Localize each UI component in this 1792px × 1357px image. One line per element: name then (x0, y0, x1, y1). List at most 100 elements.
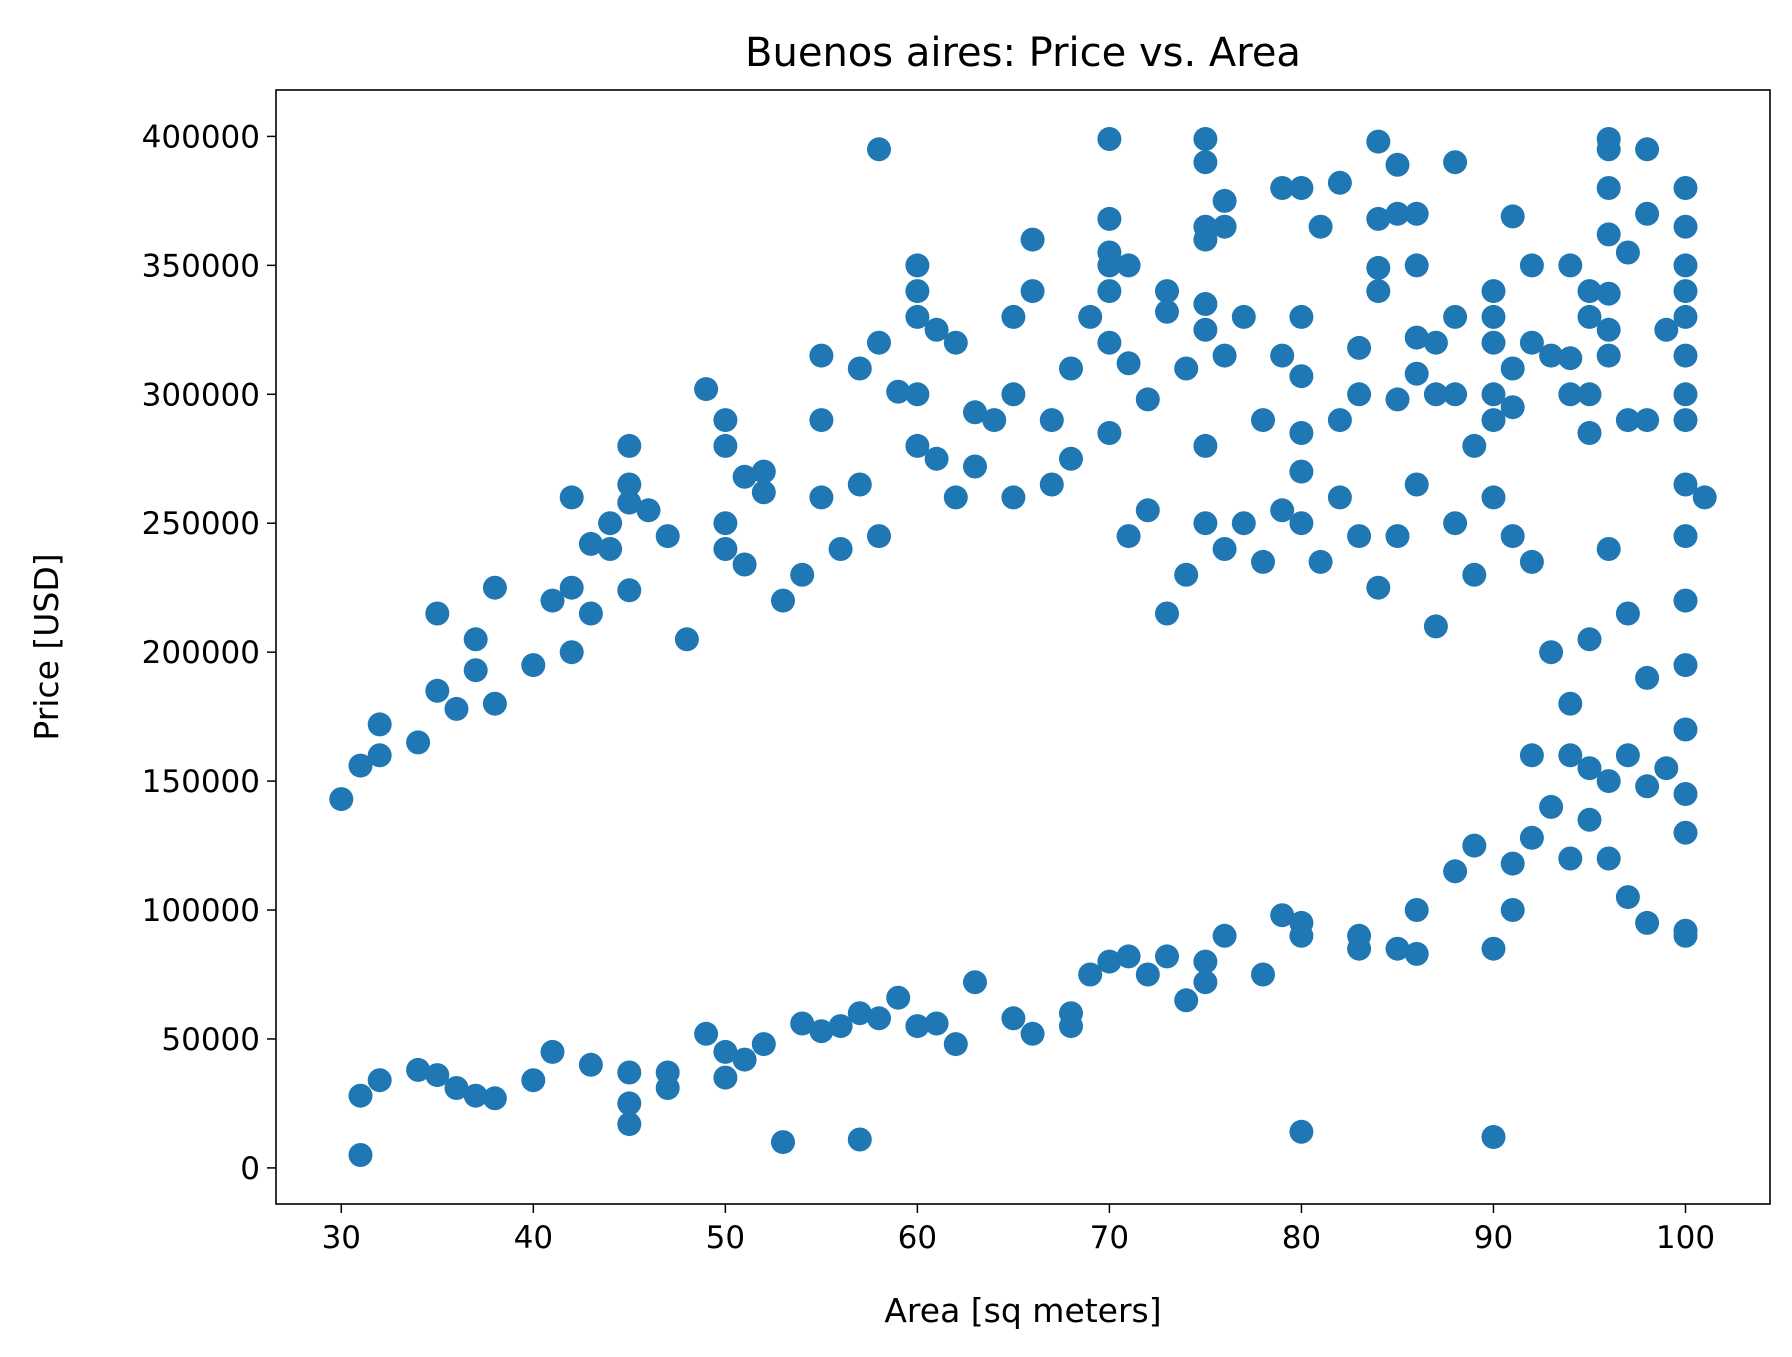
data-point (1539, 640, 1564, 665)
data-point (1135, 498, 1160, 523)
data-point (1577, 756, 1602, 781)
data-point (1251, 549, 1275, 574)
data-point (1481, 485, 1506, 510)
data-point (1500, 851, 1525, 876)
data-point (1097, 421, 1122, 445)
data-point (1577, 627, 1602, 652)
data-point (598, 537, 623, 561)
data-point (924, 446, 949, 471)
data-point (1289, 923, 1314, 948)
data-points (329, 127, 1717, 1167)
data-point (713, 1065, 738, 1090)
data-point (1443, 859, 1468, 884)
data-point (1347, 524, 1372, 549)
x-tick-label: 30 (322, 1220, 361, 1256)
data-point (1193, 511, 1218, 536)
data-point (1001, 1006, 1026, 1031)
data-point (847, 472, 872, 497)
data-point (1385, 936, 1410, 961)
y-axis-ticks: 0 50000 100000 150000 200000 250000 300000 3500… (142, 119, 276, 1187)
data-point (1673, 923, 1698, 948)
data-point (348, 1143, 373, 1167)
data-point (1366, 129, 1391, 154)
data-point (1193, 433, 1218, 458)
data-point (847, 356, 872, 381)
data-point (1481, 382, 1506, 407)
data-point (1673, 343, 1698, 368)
data-point (751, 1032, 776, 1057)
data-point (1193, 317, 1218, 342)
data-point (463, 1083, 488, 1108)
data-point (1423, 382, 1448, 407)
data-point (655, 1060, 680, 1085)
data-point (1020, 1021, 1045, 1046)
data-point (1212, 188, 1237, 213)
data-point (1519, 253, 1544, 278)
data-point (329, 787, 354, 812)
data-point (617, 1112, 642, 1137)
data-point (617, 578, 642, 603)
data-point (1001, 382, 1026, 407)
data-point (943, 330, 968, 355)
data-point (1462, 562, 1487, 587)
data-point (1193, 150, 1218, 175)
data-point (444, 696, 469, 721)
data-point (617, 490, 642, 515)
data-point (1615, 885, 1640, 910)
data-point (1289, 176, 1314, 200)
data-point (1558, 382, 1583, 407)
data-point (1270, 176, 1295, 200)
data-point (406, 730, 431, 755)
data-point (1251, 962, 1275, 987)
data-point (1558, 253, 1583, 278)
data-point (367, 712, 392, 737)
data-point (1308, 214, 1333, 239)
data-point (809, 343, 834, 368)
data-point (1174, 988, 1199, 1013)
data-point (1673, 524, 1698, 549)
data-point (1212, 343, 1237, 368)
x-tick-label: 80 (1282, 1220, 1321, 1256)
data-point (1500, 395, 1525, 420)
data-point (1039, 472, 1064, 497)
data-point (943, 1032, 968, 1057)
data-point (1001, 304, 1026, 329)
data-point (1155, 299, 1179, 324)
x-tick-label: 60 (898, 1220, 937, 1256)
data-point (1635, 201, 1660, 226)
data-point (1308, 549, 1333, 574)
data-point (1404, 361, 1429, 386)
data-point (617, 1060, 642, 1085)
data-point (1423, 614, 1448, 639)
data-point (1577, 807, 1602, 832)
data-point (444, 1076, 469, 1100)
data-point (905, 1014, 930, 1039)
data-point (1596, 317, 1621, 342)
data-point (1481, 936, 1506, 961)
data-point (1577, 279, 1602, 304)
data-point (540, 1039, 565, 1064)
data-point (1385, 387, 1410, 412)
data-point (1635, 137, 1660, 162)
data-point (1270, 498, 1295, 523)
data-point (598, 511, 623, 536)
data-point (1673, 472, 1698, 497)
data-point (905, 382, 930, 407)
data-point (1289, 304, 1314, 329)
data-point (809, 1019, 834, 1044)
data-point (1519, 743, 1544, 768)
data-point (1673, 304, 1698, 329)
data-point (1519, 825, 1544, 850)
data-point (1347, 335, 1372, 360)
data-point (1673, 279, 1698, 304)
data-point (482, 1086, 507, 1111)
data-point (1500, 898, 1525, 922)
data-point (1500, 524, 1525, 549)
y-tick-label: 50000 (161, 1022, 260, 1058)
data-point (463, 627, 488, 652)
data-point (1078, 962, 1103, 987)
data-point (636, 498, 661, 523)
data-point (1212, 923, 1237, 948)
data-point (1135, 387, 1160, 412)
